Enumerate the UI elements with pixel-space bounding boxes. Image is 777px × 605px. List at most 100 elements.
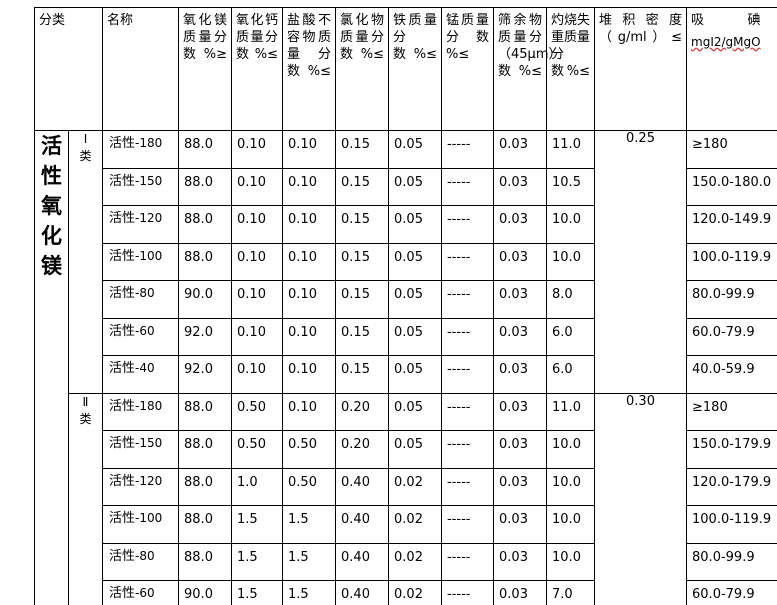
cell-loss: 10.5 [546,167,596,206]
mn-value: ----- [447,437,471,452]
cell-sieve: 0.03 [493,205,548,244]
header-label-mgo: 氧化镁质量分数%≥ [183,13,228,62]
cell-hcl-insol: 0.10 [282,355,337,394]
cell-product-name: 活性-120 [102,467,180,506]
product-name-value: 活性-180 [109,136,163,151]
sieve-value: 0.03 [499,437,528,452]
cell-cl: 0.15 [335,242,390,281]
fe-value: 0.05 [394,249,423,265]
cell-cao: 0.10 [231,167,284,206]
product-name-grade: -100 [135,248,163,263]
mgo-value: 88.0 [184,549,213,565]
table-row: 活性-80 90.0 0.10 0.10 0.15 0.05 ----- 0.03 8.0 80.… [35,280,777,319]
sieve-value: 0.03 [499,512,528,527]
cell-fe: 0.05 [388,205,443,244]
sieve-value: 0.03 [499,212,528,227]
cao-value: 0.50 [237,399,266,415]
product-name-grade: -40 [135,361,155,375]
cell-loss: 11.0 [546,130,596,169]
fe-value: 0.02 [394,474,423,490]
cell-cao: 0.50 [231,430,284,469]
product-name-grade: -60 [135,323,155,338]
cell-iodine-value: ≥180 [686,392,777,431]
header-cell-manganese: 锰质量分数 %≤ [441,7,495,131]
cao-value: 0.10 [237,287,266,302]
sieve-value: 0.03 [499,324,528,340]
loss-value: 8.0 [552,287,573,302]
cell-product-name: 活性-80 [102,280,180,319]
product-name-grade: -150 [135,173,163,188]
iodine-value: ≥180 [692,399,728,415]
fe-value: 0.05 [394,212,423,227]
bulk-density-value: 0.25 [626,131,655,146]
hcl-insol-value: 0.10 [288,287,317,302]
iodine-value: 120.0-179.9 [692,474,772,490]
header-cell-name: 名称 [102,7,180,131]
iodine-value: 40.0-59.9 [692,362,755,377]
cell-mn: ----- [441,505,495,544]
cell-hcl-insol: 0.50 [282,430,337,469]
cell-cao: 1.5 [231,505,284,544]
header-cell-sieve-residue: 筛余物质量分（45μm）数%≤ [493,7,562,131]
mgo-value: 92.0 [184,324,213,340]
sieve-value: 0.03 [499,549,528,565]
product-name-grade: -150 [135,436,163,450]
loss-value: 10.5 [552,174,581,190]
hcl-insol-value: 0.10 [288,324,317,340]
fe-value: 0.05 [394,399,423,415]
loss-value: 10.0 [552,512,581,527]
cell-mn: ----- [441,242,495,281]
cell-iodine-value: 80.0-99.9 [686,280,777,319]
header-label-ignition-loss: 灼烧失重质量分数%≤ [551,13,591,79]
product-name-grade: -60 [135,586,155,600]
cell-product-name: 活性-60 [102,317,180,356]
cl-value: 0.40 [341,587,370,602]
mgo-value: 88.0 [184,474,213,490]
cell-loss: 8.0 [546,280,596,319]
table-row: 活性-80 88.0 1.5 1.5 0.40 0.02 ----- 0.03 10.0 80.0… [35,542,777,581]
cell-cl: 0.15 [335,167,390,206]
iodine-value: 100.0-119.9 [692,512,772,527]
loss-value: 6.0 [552,324,573,340]
cell-loss: 10.0 [546,430,596,469]
cell-cl: 0.40 [335,580,390,605]
fe-value: 0.02 [394,587,423,602]
cell-fe: 0.02 [388,505,443,544]
cl-value: 0.15 [341,137,370,152]
bulk-density-value: 0.30 [626,393,655,409]
cell-iodine-value: 80.0-99.9 [686,542,777,581]
cell-fe: 0.05 [388,167,443,206]
cl-value: 0.40 [341,474,370,490]
cell-loss: 6.0 [546,355,596,394]
cell-product-name: 活性-150 [102,167,180,206]
cell-product-name: 活性-60 [102,580,180,605]
cell-cao: 0.10 [231,242,284,281]
table-row: 活性-120 88.0 0.10 0.10 0.15 0.05 ----- 0.03 10.0 1… [35,205,777,244]
cao-value: 0.50 [237,437,266,452]
cell-cao: 0.10 [231,355,284,394]
cell-bulk-density-2: 0.30 [594,392,688,605]
header-label-hcl-insoluble: 盐酸不容物质量分数%≤ [287,13,332,79]
mn-value: ----- [447,212,471,227]
cao-value: 0.10 [237,362,266,377]
loss-value: 10.0 [552,249,581,265]
sieve-value: 0.03 [499,587,528,602]
table-body: 活性氧化镁 Ⅰ 类活性-180 88.0 0.10 0.10 0.15 0.05 ----- 0.… [34,130,777,605]
cl-value: 0.20 [341,437,370,452]
cell-sieve: 0.03 [493,505,548,544]
cell-fe: 0.02 [388,542,443,581]
table-row: 活性-60 90.0 1.5 1.5 0.40 0.02 ----- 0.03 7.0 60.0-… [35,580,777,605]
cell-sieve: 0.03 [493,317,548,356]
cell-iodine-value: 150.0-180.0 [686,167,777,206]
cell-mgo: 88.0 [178,205,233,244]
class-label-char: Ⅰ [83,132,88,146]
cell-cl: 0.40 [335,467,390,506]
loss-value: 10.0 [552,474,581,490]
cell-cao: 1.5 [231,542,284,581]
header-cell-iodine-value: 吸碘值 mgI2/gMgO [686,7,777,131]
cell-cao: 1.5 [231,580,284,605]
mgo-value: 88.0 [184,174,213,190]
cell-fe: 0.05 [388,242,443,281]
product-label-char: 化 [41,224,62,248]
cl-value: 0.15 [341,212,370,227]
